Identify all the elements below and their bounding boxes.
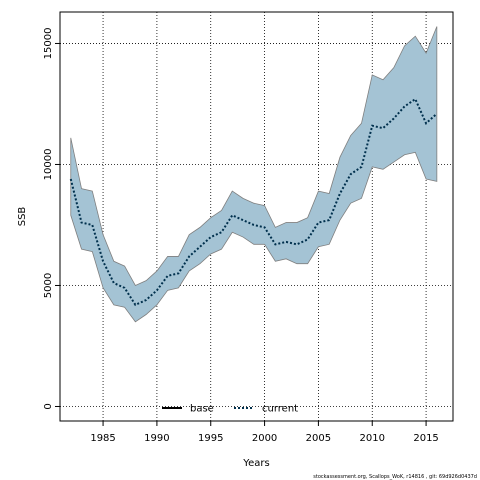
- line-current: [69, 97, 438, 307]
- y-axis-ticks: 0 5000 10000 15000: [43, 28, 60, 410]
- legend: base current: [162, 404, 298, 415]
- x-axis-title: Years: [242, 458, 269, 469]
- x-tick-label-2015: 2015: [413, 433, 438, 444]
- band-current: [70, 26, 438, 323]
- x-tick-label-2005: 2005: [306, 433, 331, 444]
- confidence-bands: [70, 26, 438, 323]
- x-tick-label-1990: 1990: [144, 433, 169, 444]
- plot-frame: [59, 11, 454, 422]
- y-tick-label-0: 0: [43, 403, 54, 409]
- series-lines: [69, 97, 438, 307]
- x-tick-label-2000: 2000: [252, 433, 277, 444]
- y-tick-label-15000: 15000: [43, 28, 54, 60]
- legend-label-base: base: [190, 404, 214, 415]
- footer-credit: stockassessment.org, Scallops_WoK, r1481…: [313, 474, 477, 480]
- x-tick-label-2010: 2010: [360, 433, 385, 444]
- legend-label-current: current: [262, 404, 298, 415]
- y-tick-label-10000: 10000: [43, 149, 54, 181]
- x-tick-label-1995: 1995: [198, 433, 223, 444]
- y-tick-label-5000: 5000: [43, 273, 54, 298]
- x-axis-ticks: 1985 1990 1995 2000 2005 2010 2015: [90, 421, 439, 444]
- y-axis-title: SSB: [17, 207, 28, 227]
- x-tick-label-1985: 1985: [90, 433, 115, 444]
